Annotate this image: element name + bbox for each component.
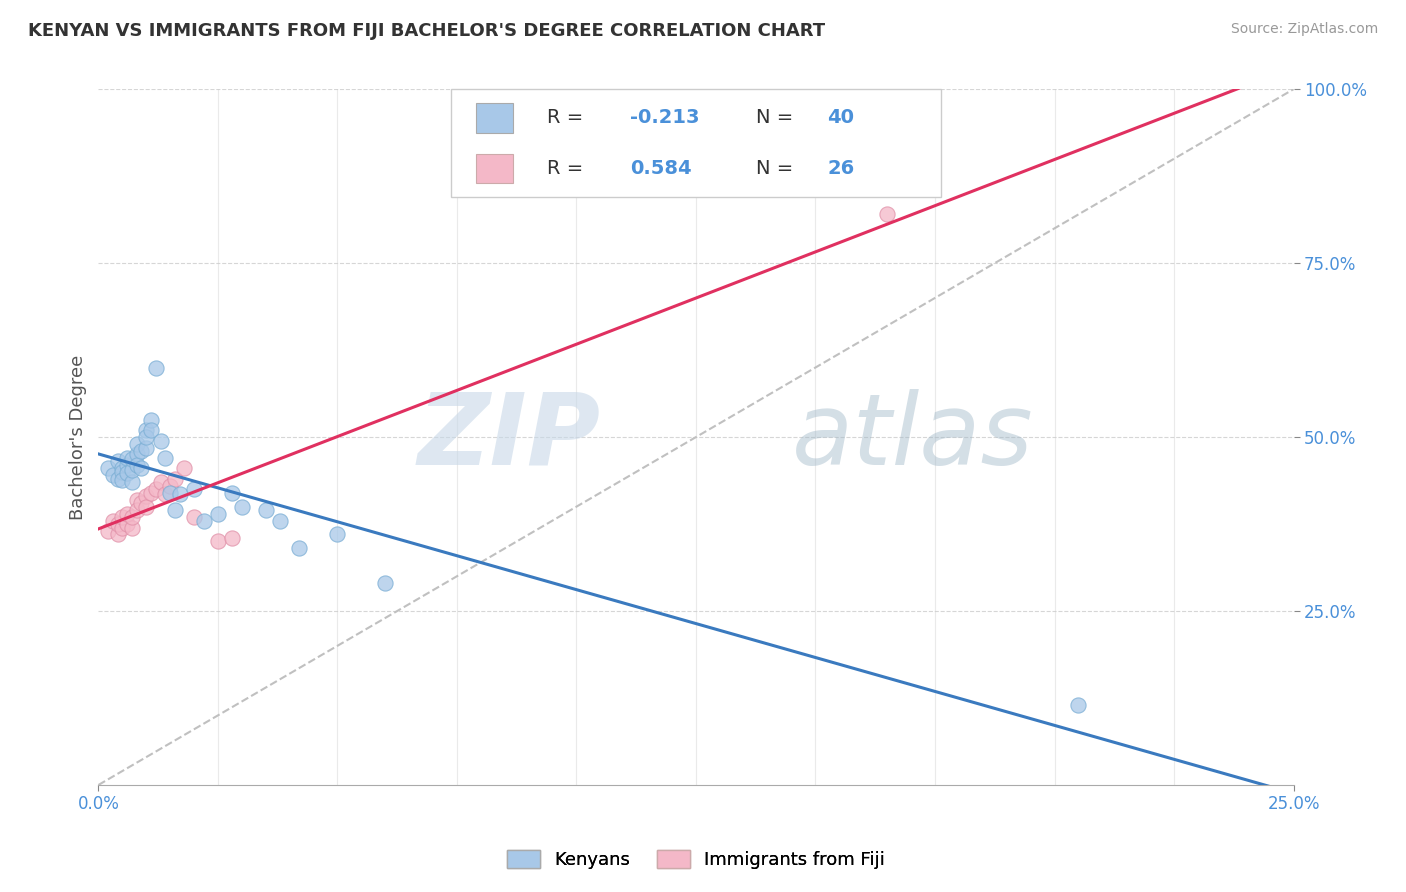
Point (145, 360, 167, 375)
Point (135, 441, 157, 455)
Point (145, 482, 167, 496)
Text: ZIP: ZIP (418, 389, 600, 485)
Point (125, 437, 148, 451)
Point (125, 458, 148, 472)
Text: 26: 26 (827, 159, 855, 178)
Point (139, 412, 162, 426)
Point (183, 510, 205, 524)
Point (374, 576, 396, 591)
Point (111, 473, 134, 487)
Point (115, 467, 138, 481)
Point (159, 479, 181, 493)
Point (173, 461, 195, 475)
Point (121, 510, 143, 524)
Point (288, 541, 311, 556)
Point (97, 461, 120, 475)
Point (207, 534, 229, 549)
Point (231, 500, 253, 514)
Point (155, 450, 177, 465)
Point (139, 423, 162, 437)
Text: Source: ZipAtlas.com: Source: ZipAtlas.com (1230, 22, 1378, 37)
Point (111, 461, 134, 475)
Point (183, 482, 205, 496)
Text: KENYAN VS IMMIGRANTS FROM FIJI BACHELOR'S DEGREE CORRELATION CHART: KENYAN VS IMMIGRANTS FROM FIJI BACHELOR'… (28, 22, 825, 40)
Point (876, 207, 898, 221)
Point (207, 507, 229, 521)
Point (101, 514, 124, 528)
Point (121, 463, 143, 477)
Point (1067, 698, 1090, 712)
Text: R =: R = (547, 159, 589, 178)
Text: R =: R = (547, 109, 589, 128)
Point (135, 423, 157, 437)
Point (221, 485, 243, 500)
FancyBboxPatch shape (477, 153, 513, 183)
Point (115, 450, 138, 465)
Point (149, 475, 172, 490)
Point (193, 514, 215, 528)
Point (135, 500, 157, 514)
Point (121, 452, 143, 467)
Point (125, 447, 148, 462)
Point (169, 487, 191, 501)
Point (163, 503, 186, 517)
Point (139, 485, 162, 500)
Point (111, 510, 134, 524)
Point (326, 527, 349, 541)
Point (97, 524, 120, 538)
Text: N =: N = (756, 159, 799, 178)
Text: 0.584: 0.584 (630, 159, 692, 178)
Point (254, 503, 277, 517)
Point (115, 516, 138, 531)
Y-axis label: Bachelor's Degree: Bachelor's Degree (69, 354, 87, 520)
Point (149, 434, 172, 448)
Point (121, 475, 143, 490)
Point (221, 531, 243, 545)
Point (125, 492, 148, 507)
Point (269, 514, 291, 528)
Text: atlas: atlas (792, 389, 1033, 485)
Point (107, 454, 129, 468)
Point (155, 487, 177, 501)
Point (121, 520, 143, 534)
Point (125, 503, 148, 517)
Point (111, 520, 134, 534)
Legend: Kenyans, Immigrants from Fiji: Kenyans, Immigrants from Fiji (501, 843, 891, 877)
Point (107, 527, 129, 541)
Point (163, 472, 186, 486)
Point (101, 468, 124, 483)
Text: -0.213: -0.213 (630, 109, 700, 128)
Point (115, 458, 138, 472)
Point (111, 465, 134, 479)
FancyBboxPatch shape (477, 103, 513, 133)
FancyBboxPatch shape (451, 89, 941, 197)
Point (131, 461, 153, 475)
Point (107, 516, 129, 531)
Point (115, 507, 138, 521)
Point (131, 444, 153, 458)
Point (135, 489, 157, 503)
Point (135, 430, 157, 444)
Point (159, 485, 181, 500)
Point (107, 472, 129, 486)
Point (131, 496, 153, 510)
Text: 40: 40 (827, 109, 855, 128)
Text: N =: N = (756, 109, 799, 128)
